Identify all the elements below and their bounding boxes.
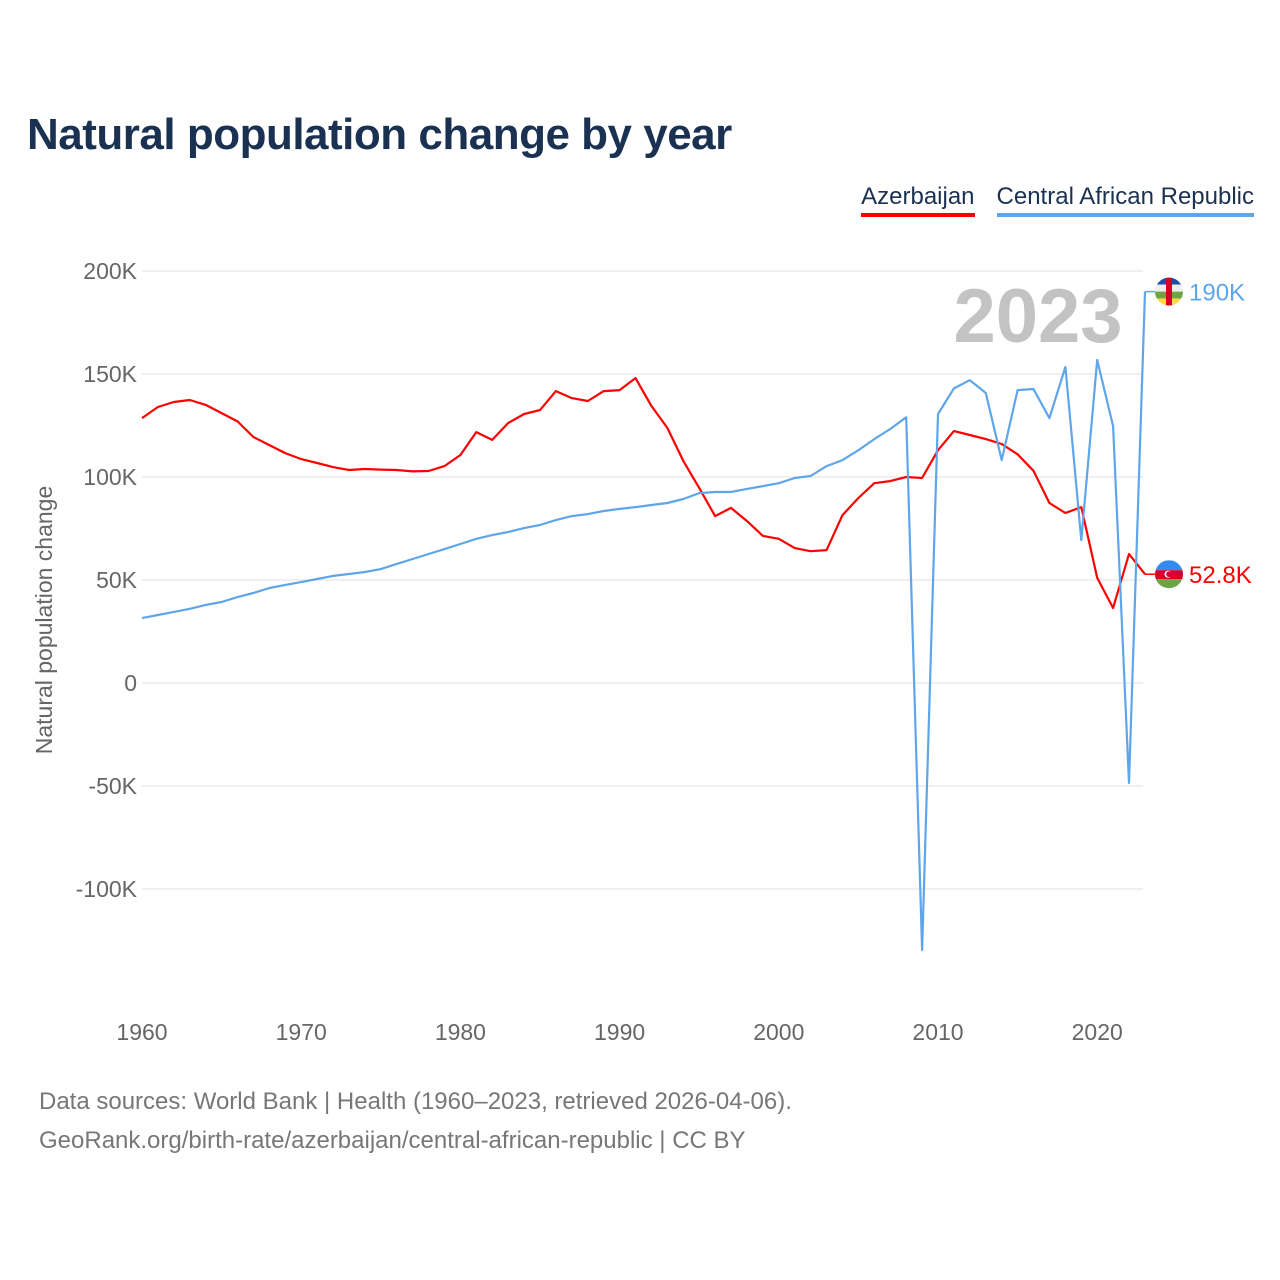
y-tick-label: 150K (83, 361, 137, 387)
legend-central-african-republic[interactable]: Central African Republic (996, 183, 1254, 217)
end-value-label: 190K (1189, 280, 1245, 307)
legend: Azerbaijan Central African Republic (861, 183, 1254, 217)
y-tick-label: 100K (83, 464, 137, 490)
azerbaijan-flag-icon (1155, 560, 1183, 589)
series-line-central-african-republic (141, 291, 1147, 952)
year-watermark: 2023 (953, 274, 1122, 359)
x-tick-label: 1980 (435, 1019, 486, 1045)
end-value-label: 52.8K (1189, 562, 1252, 589)
chart-title: Natural population change by year (27, 110, 732, 159)
y-tick-label: 50K (96, 567, 138, 593)
y-tick-label: -100K (76, 876, 138, 902)
y-axis-label: Natural population change (31, 486, 57, 755)
x-tick-label: 1960 (116, 1019, 167, 1045)
x-tick-label: 1990 (594, 1019, 645, 1045)
car-flag-icon (1155, 277, 1183, 306)
y-tick-label: -50K (88, 773, 137, 799)
x-tick-label: 2000 (753, 1019, 804, 1045)
legend-azerbaijan[interactable]: Azerbaijan (861, 183, 975, 217)
y-tick-label: 200K (83, 258, 137, 284)
source-line: Data sources: World Bank | Health (1960–… (39, 1088, 792, 1115)
x-tick-label: 1970 (276, 1019, 327, 1045)
x-tick-label: 2020 (1072, 1019, 1123, 1045)
series-line-azerbaijan (141, 377, 1146, 610)
source-url[interactable]: GeoRank.org/birth-rate/azerbaijan/centra… (39, 1127, 746, 1154)
x-tick-label: 2010 (912, 1019, 963, 1045)
y-tick-label: 0 (124, 670, 137, 696)
